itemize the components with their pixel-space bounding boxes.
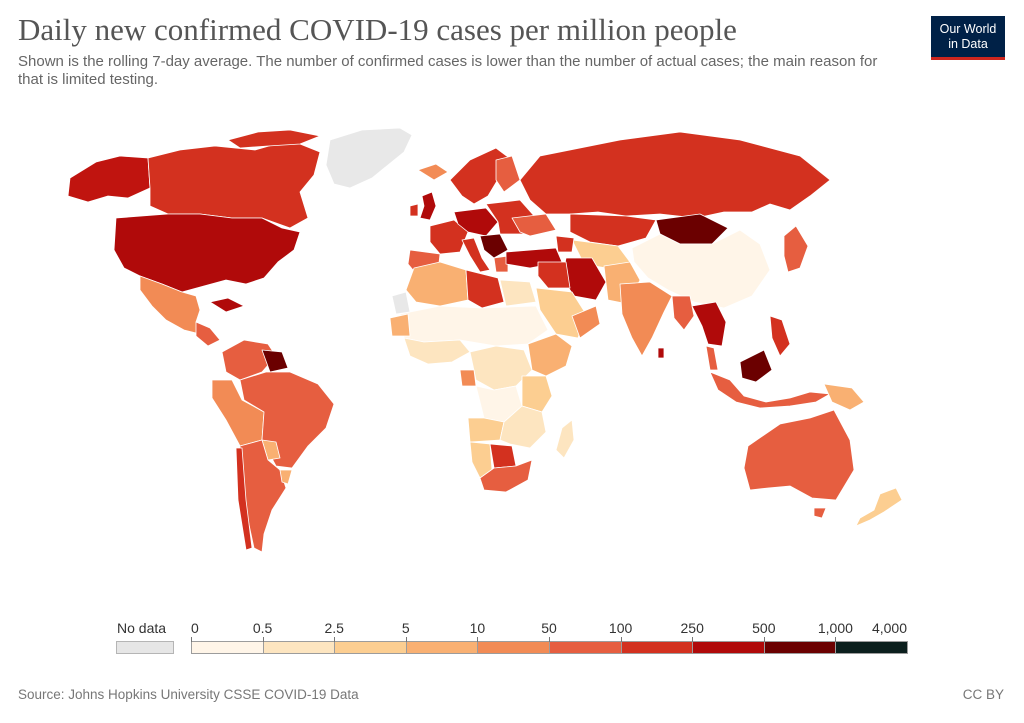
region-ukraine[interactable] bbox=[511, 213, 557, 237]
region-india[interactable] bbox=[619, 281, 673, 357]
region-australia[interactable] bbox=[743, 409, 855, 501]
region-malaysia-peninsula[interactable] bbox=[705, 345, 719, 371]
region-greenland[interactable] bbox=[325, 127, 413, 189]
legend-bin-label: 250 bbox=[680, 620, 704, 636]
legend-bin[interactable] bbox=[835, 641, 908, 654]
legend-tick bbox=[835, 637, 837, 642]
chart-title: Daily new confirmed COVID-19 cases per m… bbox=[18, 12, 737, 47]
legend: No data 0 0.5 2.5 5 10 50 100 250 500 1,000 4,000 bbox=[0, 620, 1024, 660]
chart-subtitle: Shown is the rolling 7-day average. The … bbox=[18, 53, 878, 88]
region-thailand-vietnam[interactable] bbox=[691, 301, 727, 347]
region-cuba[interactable] bbox=[209, 297, 245, 313]
legend-bin[interactable] bbox=[334, 641, 407, 654]
region-finland[interactable] bbox=[495, 155, 521, 193]
legend-tick bbox=[763, 637, 765, 642]
region-saudi-arabia[interactable] bbox=[535, 287, 587, 339]
region-ireland[interactable] bbox=[409, 203, 419, 217]
region-guianas[interactable] bbox=[261, 349, 289, 373]
legend-no-data-swatch[interactable] bbox=[116, 641, 174, 654]
region-sahel[interactable] bbox=[399, 305, 549, 347]
region-iraq[interactable] bbox=[537, 261, 571, 289]
legend-bin-label: 1,000 bbox=[817, 620, 853, 636]
logo-line-1: Our World bbox=[939, 22, 997, 36]
legend-tick bbox=[405, 637, 407, 642]
legend-bin-label: 50 bbox=[541, 620, 557, 636]
region-japan[interactable] bbox=[783, 225, 809, 273]
legend-bin-label: 2.5 bbox=[324, 620, 344, 636]
region-central-america[interactable] bbox=[195, 321, 221, 347]
region-china[interactable] bbox=[631, 229, 771, 309]
region-west-africa[interactable] bbox=[403, 337, 471, 365]
region-madagascar[interactable] bbox=[555, 419, 575, 459]
region-russia[interactable] bbox=[519, 131, 831, 219]
region-alaska[interactable] bbox=[67, 155, 151, 203]
region-canada[interactable] bbox=[147, 139, 321, 229]
legend-bin-label: 500 bbox=[752, 620, 776, 636]
legend-bin[interactable] bbox=[191, 641, 264, 654]
region-south-africa[interactable] bbox=[479, 459, 533, 493]
region-canada-islands[interactable] bbox=[227, 129, 321, 149]
legend-bin[interactable] bbox=[262, 641, 336, 654]
legend-tick bbox=[334, 637, 336, 642]
region-egypt[interactable] bbox=[499, 279, 537, 307]
region-oman-yemen[interactable] bbox=[571, 305, 601, 339]
region-borneo[interactable] bbox=[739, 349, 773, 383]
region-italy[interactable] bbox=[461, 237, 491, 273]
legend-bin[interactable] bbox=[405, 641, 479, 654]
region-papua[interactable] bbox=[823, 383, 865, 411]
legend-bin[interactable] bbox=[477, 641, 550, 654]
logo-line-2: in Data bbox=[948, 37, 988, 51]
region-balkans[interactable] bbox=[479, 233, 509, 259]
legend-bin-label: 10 bbox=[469, 620, 486, 636]
region-zambia-moz[interactable] bbox=[499, 405, 547, 449]
legend-bin-label: 4,000 bbox=[871, 620, 907, 636]
owid-logo[interactable]: Our World in Data bbox=[931, 16, 1005, 60]
legend-bin-label: 5 bbox=[401, 620, 410, 636]
legend-tick bbox=[549, 637, 550, 642]
region-brazil[interactable] bbox=[239, 371, 335, 469]
region-iceland[interactable] bbox=[417, 163, 449, 181]
legend-tick bbox=[620, 637, 622, 642]
region-gabon[interactable] bbox=[459, 369, 477, 387]
license-link[interactable]: CC BY bbox=[962, 687, 1004, 702]
source-note[interactable]: Source: Johns Hopkins University CSSE CO… bbox=[18, 687, 359, 702]
region-philippines[interactable] bbox=[769, 315, 791, 357]
legend-bin-label: 100 bbox=[608, 620, 633, 636]
region-france[interactable] bbox=[429, 219, 469, 255]
region-mauritania[interactable] bbox=[389, 313, 411, 337]
legend-bin[interactable] bbox=[692, 641, 765, 654]
region-caucasus[interactable] bbox=[555, 235, 575, 253]
region-east-africa[interactable] bbox=[521, 375, 553, 413]
region-chile[interactable] bbox=[235, 447, 253, 551]
legend-bin[interactable] bbox=[620, 641, 694, 654]
region-tasmania[interactable] bbox=[813, 507, 827, 519]
region-ethiopia[interactable] bbox=[527, 333, 573, 377]
region-western-sahara[interactable] bbox=[391, 291, 411, 315]
region-indonesia[interactable] bbox=[709, 371, 831, 409]
region-angola[interactable] bbox=[467, 417, 505, 443]
region-morocco-algeria[interactable] bbox=[405, 261, 469, 307]
world-map[interactable] bbox=[0, 110, 1024, 610]
legend-bin-label: 0.5 bbox=[252, 620, 273, 636]
legend-tick bbox=[692, 637, 694, 642]
legend-bin[interactable] bbox=[763, 641, 837, 654]
region-uk[interactable] bbox=[419, 191, 437, 221]
region-botswana[interactable] bbox=[489, 443, 517, 469]
legend-bin-label: 0 bbox=[191, 620, 199, 636]
region-sri-lanka[interactable] bbox=[657, 347, 665, 359]
legend-tick bbox=[262, 637, 264, 642]
region-uruguay[interactable] bbox=[279, 469, 293, 485]
legend-bin[interactable] bbox=[549, 641, 622, 654]
region-greece[interactable] bbox=[493, 255, 509, 273]
region-myanmar[interactable] bbox=[671, 295, 695, 331]
legend-tick bbox=[191, 637, 192, 642]
legend-no-data-label: No data bbox=[117, 620, 167, 636]
region-new-zealand[interactable] bbox=[855, 487, 903, 527]
region-libya[interactable] bbox=[465, 269, 505, 309]
legend-tick bbox=[477, 637, 479, 642]
region-kazakhstan[interactable] bbox=[569, 213, 657, 247]
